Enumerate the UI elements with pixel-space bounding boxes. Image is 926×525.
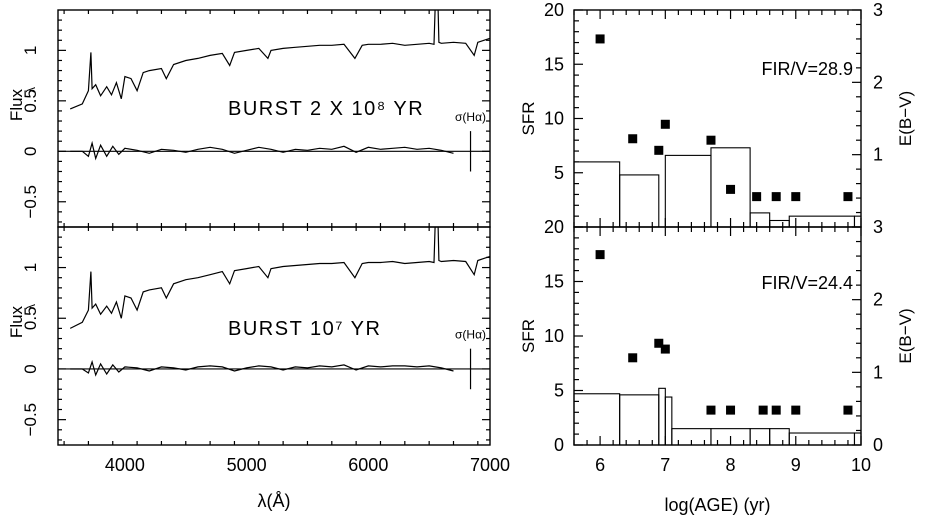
x-tick-label: 7 <box>660 455 670 475</box>
y-tick-label: 10 <box>544 109 564 129</box>
y-tick-label: 15 <box>544 272 564 292</box>
ebv-point <box>758 405 768 415</box>
x-tick-label: 6000 <box>348 455 388 475</box>
sfr-bar <box>749 212 771 228</box>
ebv-point <box>706 405 716 415</box>
y-tick-label: 1 <box>21 46 40 55</box>
ebv-point <box>771 405 781 415</box>
ebv-point <box>660 344 670 354</box>
y-axis-label: Flux <box>7 88 26 121</box>
x-axis-label: λ(Å) <box>258 491 291 511</box>
y-axis-label-subscript: λ <box>24 87 38 93</box>
residual-line <box>70 359 454 377</box>
x-tick-label: 9 <box>791 455 801 475</box>
ebv-point <box>654 145 664 155</box>
y-tick-label: 5 <box>554 163 564 183</box>
y-tick-label: 20 <box>544 217 564 237</box>
y2-axis-label: E(B−V) <box>896 91 915 146</box>
sfr-bar <box>573 161 621 228</box>
ebv-point <box>791 192 801 202</box>
y-tick-label: 20 <box>544 0 564 20</box>
spectrum-line <box>69 10 490 110</box>
y-tick-label: 0 <box>21 147 40 156</box>
x-tick-label: 7000 <box>470 455 510 475</box>
ebv-point <box>628 134 638 144</box>
sfr-bar <box>619 394 660 446</box>
ebv-point <box>654 338 664 348</box>
sfr-bar <box>769 428 790 446</box>
ebv-point <box>595 250 605 260</box>
x-axis-label: log(AGE) (yr) <box>664 495 770 515</box>
ebv-point <box>843 405 853 415</box>
burst-annotation: BURST 10⁷ YR <box>228 318 381 340</box>
ebv-point <box>752 192 762 202</box>
ebv-point <box>843 192 853 202</box>
sigma-halpha-label: σ(Hα) <box>455 328 486 342</box>
sfr-bar <box>769 219 790 228</box>
x-tick-label: 8 <box>726 455 736 475</box>
y-tick-label: 5 <box>554 381 564 401</box>
y2-tick-label: 0 <box>873 435 883 455</box>
fir-v-annotation: FIR/V=24.4 <box>761 273 853 293</box>
ebv-point <box>791 405 801 415</box>
y2-tick-label: 3 <box>873 0 883 20</box>
burst-annotation: BURST 2 X 10⁸ YR <box>228 98 424 120</box>
sfr-bar <box>853 215 862 228</box>
x-tick-label: 5000 <box>227 455 267 475</box>
sfr-bar <box>664 154 712 228</box>
y2-tick-label: 3 <box>873 217 883 237</box>
y-tick-label: 0.5 <box>21 306 40 330</box>
y2-tick-label: 2 <box>873 72 883 92</box>
y-tick-label: 0.5 <box>21 89 40 113</box>
sfr-frame <box>573 9 862 228</box>
y-tick-label: 15 <box>544 54 564 74</box>
y-tick-label: 1 <box>21 263 40 272</box>
y-tick-label: 0 <box>21 364 40 373</box>
sigma-halpha-label: σ(Hα) <box>455 110 486 124</box>
sfr-bar <box>658 387 666 446</box>
spectrum-frame <box>57 226 491 446</box>
y2-axis-label: E(B−V) <box>896 308 915 363</box>
y-tick-label: −0.5 <box>21 403 40 437</box>
y-tick-label: 10 <box>544 326 564 346</box>
x-tick-label: 6 <box>595 455 605 475</box>
x-tick-label: 10 <box>851 455 871 475</box>
sfr-bar <box>619 174 660 228</box>
ebv-point <box>595 34 605 44</box>
sfr-bar <box>573 393 621 446</box>
y-tick-label: −0.5 <box>21 185 40 219</box>
ebv-point <box>726 405 736 415</box>
y-axis-label-subscript: λ <box>24 304 38 310</box>
y-axis-label: Flux <box>7 305 26 338</box>
ebv-point <box>660 119 670 129</box>
ebv-point <box>706 135 716 145</box>
y-axis-label: SFR <box>519 319 538 353</box>
sfr-frame <box>573 226 862 446</box>
x-tick-label: 4000 <box>105 455 145 475</box>
y2-tick-label: 2 <box>873 290 883 310</box>
sfr-bar <box>853 432 862 446</box>
spectrum-line <box>69 227 490 329</box>
y-tick-label: 0 <box>554 435 564 455</box>
ebv-point <box>771 192 781 202</box>
sfr-bar <box>664 396 673 446</box>
residual-line <box>70 140 454 161</box>
fir-v-annotation: FIR/V=28.9 <box>761 59 853 79</box>
y2-tick-label: 1 <box>873 145 883 165</box>
sfr-bar <box>749 428 771 446</box>
y-axis-label: SFR <box>519 102 538 136</box>
y2-tick-label: 1 <box>873 362 883 382</box>
ebv-point <box>628 353 638 363</box>
ebv-point <box>726 184 736 194</box>
